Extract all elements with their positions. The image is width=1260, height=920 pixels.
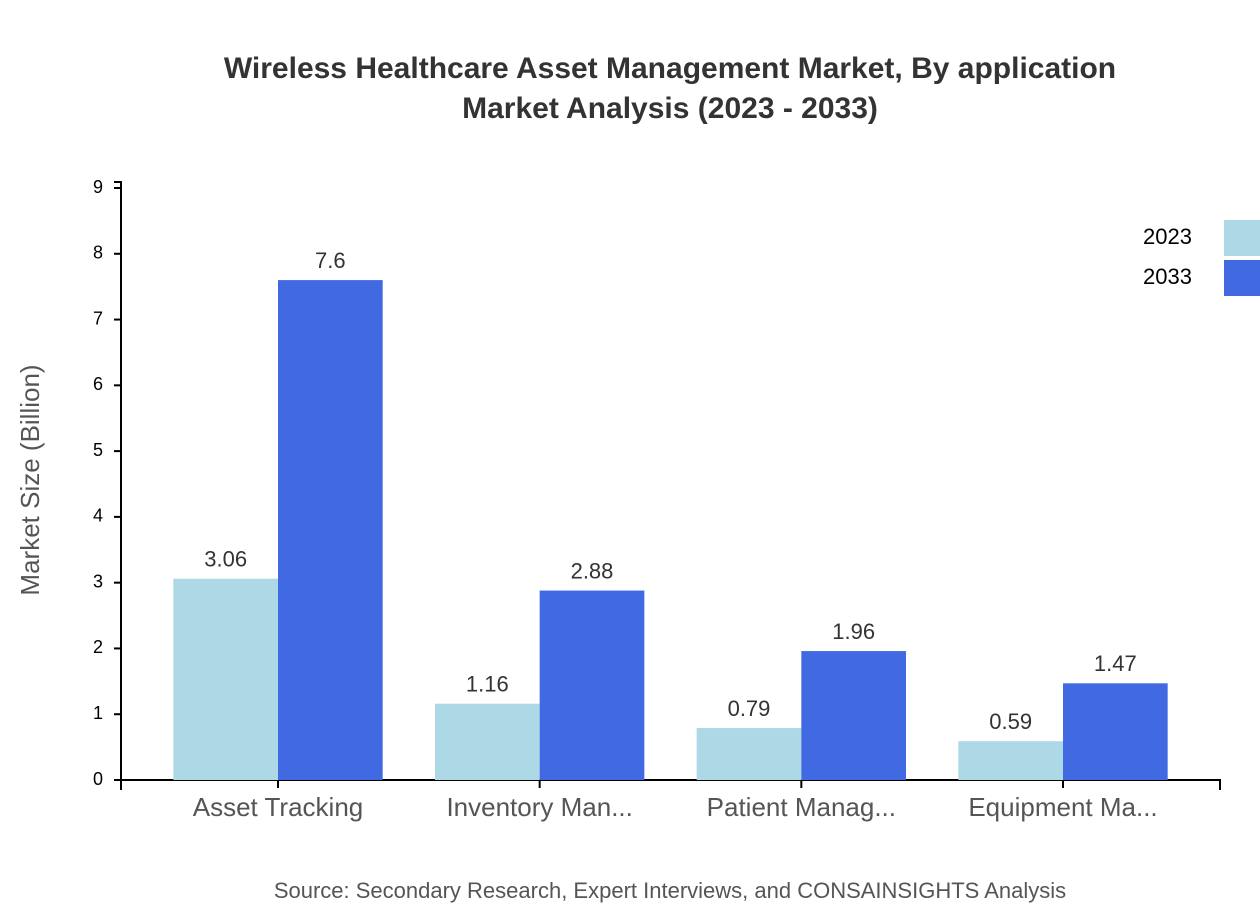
source-note: Source: Secondary Research, Expert Inter… (274, 878, 1066, 903)
y-tick-label: 6 (93, 374, 103, 394)
y-tick-label: 5 (93, 440, 103, 460)
y-tick-label: 3 (93, 571, 103, 591)
bar (539, 590, 645, 780)
y-tick-label: 0 (93, 769, 103, 789)
y-tick-label: 4 (93, 506, 103, 526)
y-axis (114, 181, 122, 781)
data-label: 1.96 (832, 619, 875, 644)
data-label: 7.6 (315, 248, 346, 273)
bar (1063, 683, 1168, 780)
bar (696, 728, 802, 780)
y-tick-label: 7 (93, 308, 103, 328)
y-tick-label: 9 (93, 177, 103, 197)
bar (958, 741, 1063, 780)
chart-subtitle: Market Analysis (2023 - 2033) (462, 92, 878, 125)
data-label: 1.47 (1094, 651, 1137, 676)
data-label: 1.16 (466, 672, 509, 697)
y-axis-title: Market Size (Billion) (15, 364, 45, 595)
x-axis (120, 779, 1221, 790)
y-tick-label: 2 (93, 637, 103, 657)
bar (173, 578, 278, 780)
x-tick-label: Equipment Ma... (968, 792, 1157, 822)
bar (801, 651, 906, 780)
data-label: 2.88 (571, 558, 614, 583)
data-label: 0.59 (989, 709, 1032, 734)
y-tick-label: 8 (93, 243, 103, 263)
bar (278, 280, 383, 780)
legend-label: 2033 (1143, 264, 1192, 289)
legend-swatch (1224, 220, 1260, 256)
chart-title: Wireless Healthcare Asset Management Mar… (224, 52, 1116, 85)
bar (435, 703, 540, 780)
x-tick-label: Inventory Man... (446, 792, 632, 822)
data-label: 3.06 (204, 547, 247, 572)
x-tick-label: Patient Manag... (707, 792, 896, 822)
legend-swatch (1224, 260, 1260, 296)
x-tick-label: Asset Tracking (193, 792, 364, 822)
legend-label: 2023 (1143, 224, 1192, 249)
y-tick-label: 1 (93, 703, 103, 723)
data-label: 0.79 (728, 696, 771, 721)
